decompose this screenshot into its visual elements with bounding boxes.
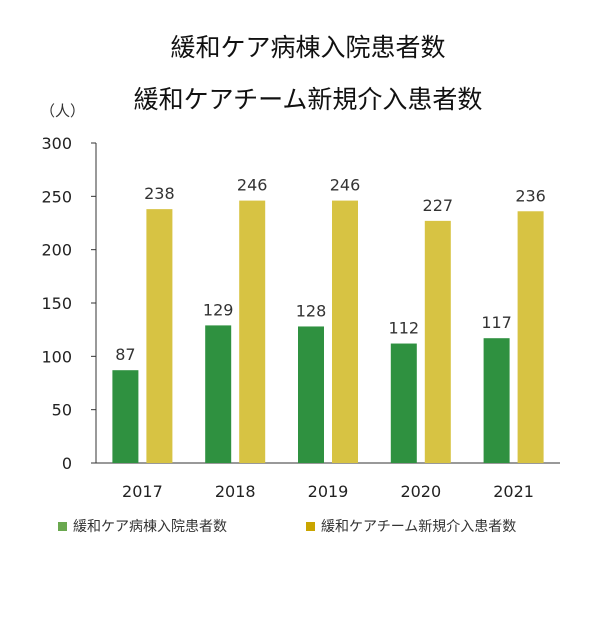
bar	[146, 209, 173, 463]
x-tick-label: 2017	[122, 482, 163, 501]
bar	[483, 338, 510, 463]
bar	[239, 200, 266, 463]
y-tick-label: 100	[41, 347, 72, 366]
legend-swatch-team	[306, 521, 315, 531]
y-tick-label: 300	[41, 134, 72, 153]
legend-label-ward: 緩和ケア病棟入院患者数	[73, 519, 227, 535]
x-tick-label: 2018	[215, 482, 256, 501]
bar	[517, 211, 544, 463]
y-tick-label: 200	[41, 241, 72, 260]
y-tick-label: 150	[41, 294, 72, 313]
bar	[332, 200, 358, 463]
chart-subtitle: 緩和ケアチーム新規介入患者数	[133, 85, 483, 114]
data-label: 238	[144, 184, 175, 203]
data-label: 129	[203, 300, 234, 319]
data-label: 246	[237, 176, 268, 195]
x-tick-label: 2020	[400, 482, 441, 501]
bar	[112, 370, 139, 463]
data-label: 227	[423, 196, 454, 215]
legend-label-team: 緩和ケアチーム新規介入患者数	[321, 519, 517, 535]
x-tick-label: 2019	[308, 482, 349, 501]
data-label: 112	[389, 319, 420, 338]
data-label: 246	[330, 176, 361, 195]
chart-title: 緩和ケア病棟入院患者数	[170, 33, 446, 62]
legend-item-team: 緩和ケアチーム新規介入患者数	[306, 516, 516, 536]
data-label: 87	[115, 345, 135, 364]
bar	[205, 325, 232, 463]
bar	[298, 326, 324, 463]
data-label: 117	[481, 313, 512, 332]
bar	[390, 343, 417, 463]
legend-item-ward: 緩和ケア病棟入院患者数	[58, 516, 227, 536]
bar	[424, 220, 451, 463]
x-tick-label: 2021	[493, 482, 534, 501]
y-tick-label: 50	[52, 401, 72, 420]
legend-swatch-ward	[58, 521, 67, 531]
data-label: 236	[515, 186, 546, 205]
y-axis-unit-label: （人）	[40, 102, 86, 120]
y-tick-label: 0	[62, 454, 72, 473]
y-tick-label: 250	[41, 187, 72, 206]
data-label: 128	[296, 301, 327, 320]
